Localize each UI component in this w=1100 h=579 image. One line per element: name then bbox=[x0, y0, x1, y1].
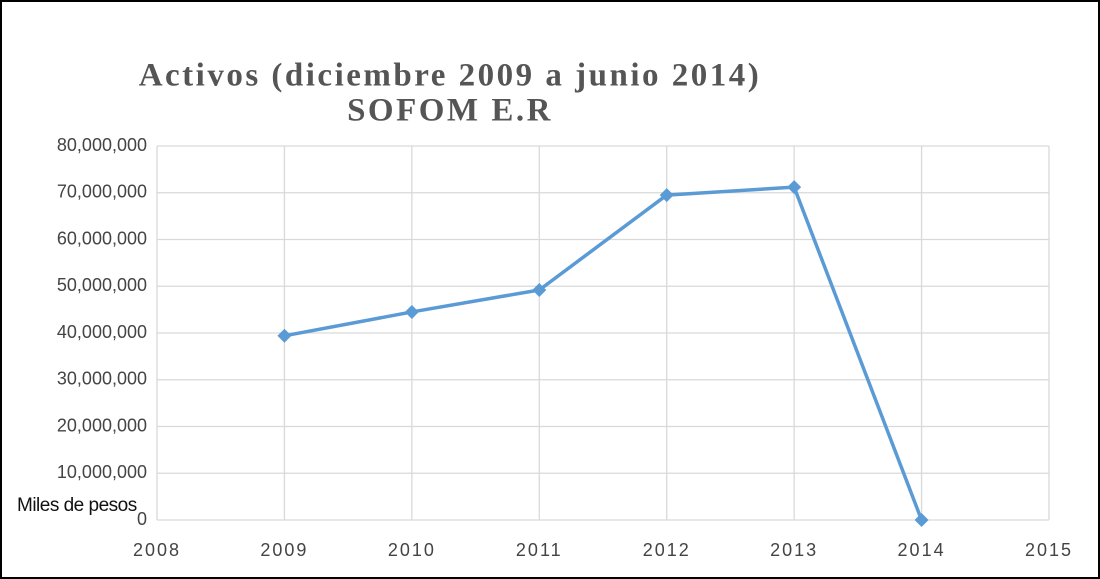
chart-title: Activos (diciembre 2009 a junio 2014) bbox=[139, 58, 762, 94]
y-tick-label: 80,000,000 bbox=[57, 135, 147, 155]
x-tick-label: 2013 bbox=[770, 540, 818, 560]
y-tick-label: 20,000,000 bbox=[57, 415, 147, 435]
marker bbox=[659, 188, 674, 203]
x-tick-label: 2010 bbox=[388, 540, 436, 560]
y-tick-label: 70,000,000 bbox=[57, 182, 147, 202]
annotation: Miles de pesos bbox=[17, 495, 137, 516]
marker bbox=[404, 304, 419, 319]
marker bbox=[914, 513, 929, 527]
y-tick-label: 60,000,000 bbox=[57, 228, 147, 248]
y-tick-label: 40,000,000 bbox=[57, 322, 147, 342]
marker bbox=[532, 282, 547, 297]
marker bbox=[277, 328, 292, 343]
y-tick-label: 50,000,000 bbox=[57, 275, 147, 295]
y-tick-label: 30,000,000 bbox=[57, 369, 147, 389]
x-tick-label: 2009 bbox=[260, 540, 308, 560]
y-tick-label: 10,000,000 bbox=[57, 462, 147, 482]
y-tick-label: 0 bbox=[137, 509, 147, 529]
x-tick-label: 2008 bbox=[133, 540, 181, 560]
x-tick-label: 2015 bbox=[1025, 540, 1073, 560]
line bbox=[284, 185, 924, 521]
chart-title: SOFOM E.R bbox=[347, 93, 553, 129]
x-tick-label: 2014 bbox=[898, 540, 946, 560]
x-tick-label: 2011 bbox=[516, 540, 563, 560]
x-tick-label: 2012 bbox=[643, 540, 691, 560]
marker bbox=[787, 180, 802, 195]
